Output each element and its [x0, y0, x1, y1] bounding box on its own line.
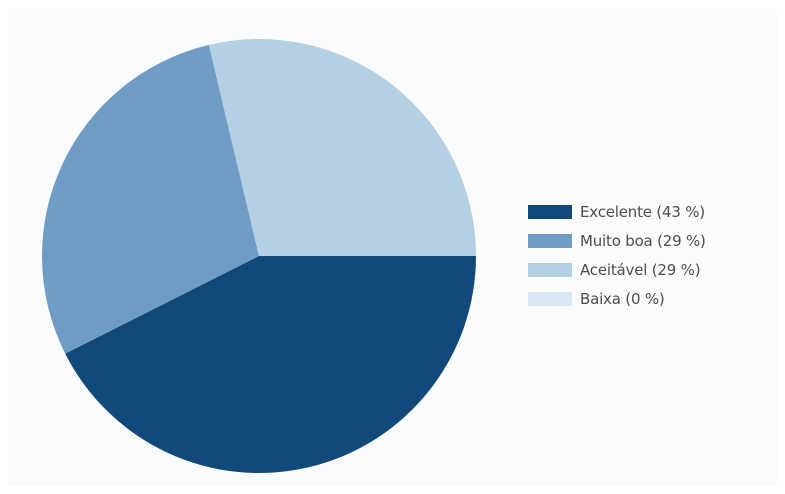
legend-label-baixa: Baixa (0 %) [580, 290, 665, 308]
legend-item-baixa: Baixa (0 %) [528, 288, 706, 310]
legend-swatch-excelente [528, 205, 572, 219]
legend-item-excelente: Excelente (43 %) [528, 201, 706, 223]
legend-swatch-muito-boa [528, 234, 572, 248]
legend-label-aceitavel: Aceitável (29 %) [580, 261, 701, 279]
legend-label-excelente: Excelente (43 %) [580, 203, 705, 221]
pie-slice-muito-boa [41, 44, 259, 354]
legend-swatch-aceitavel [528, 263, 572, 277]
chart-legend: Excelente (43 %) Muito boa (29 %) Aceitá… [528, 201, 706, 317]
legend-item-muito-boa: Muito boa (29 %) [528, 230, 706, 252]
pie-slice-excelente [65, 256, 477, 474]
legend-swatch-baixa [528, 292, 572, 306]
legend-label-muito-boa: Muito boa (29 %) [580, 232, 706, 250]
legend-item-aceitavel: Aceitável (29 %) [528, 259, 706, 281]
pie-slice-aceitavel [208, 38, 477, 256]
